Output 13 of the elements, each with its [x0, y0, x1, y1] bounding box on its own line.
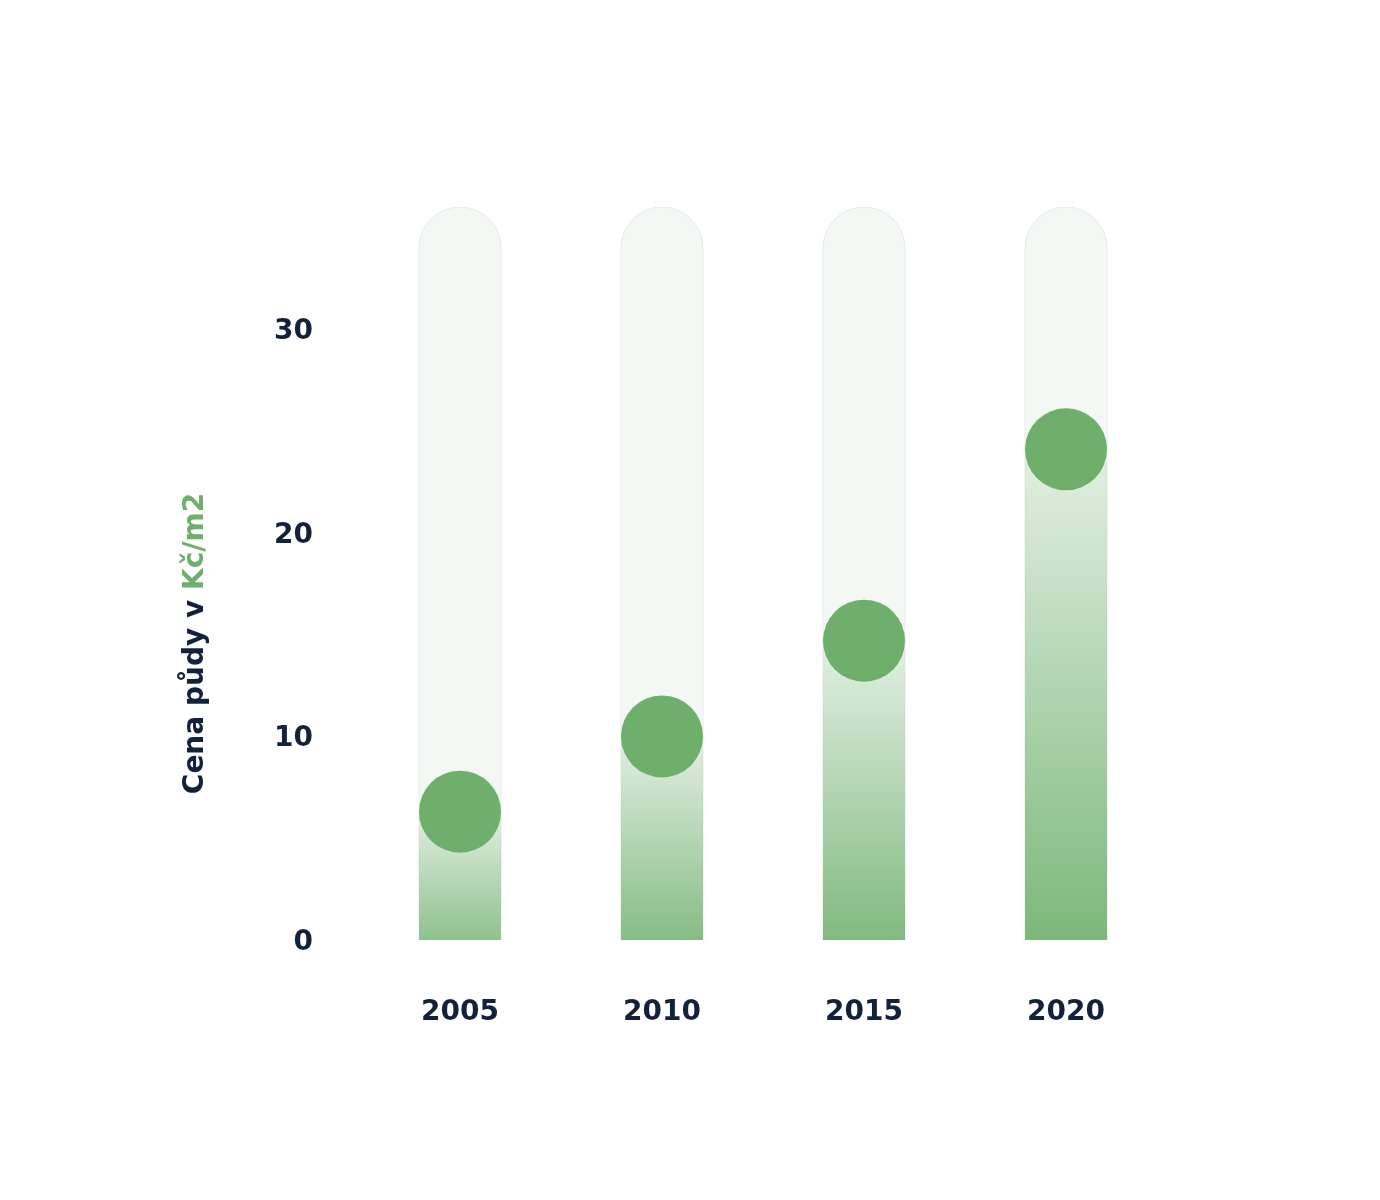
y-tick-label: 10 [274, 720, 313, 754]
y-tick-label: 30 [274, 313, 313, 347]
point [823, 599, 905, 682]
point [621, 695, 703, 778]
x-tick-label: 2005 [421, 994, 499, 1027]
x-tick-label: 2020 [1027, 994, 1105, 1027]
y-tick-label: 0 [293, 923, 313, 957]
x-tick-label: 2010 [623, 994, 701, 1027]
point [419, 770, 501, 853]
y-axis-title: Cena půdy v Kč/m2 [176, 492, 210, 795]
y-tick-label: 20 [274, 516, 313, 550]
x-tick-label: 2015 [825, 994, 903, 1027]
point [1025, 408, 1107, 491]
